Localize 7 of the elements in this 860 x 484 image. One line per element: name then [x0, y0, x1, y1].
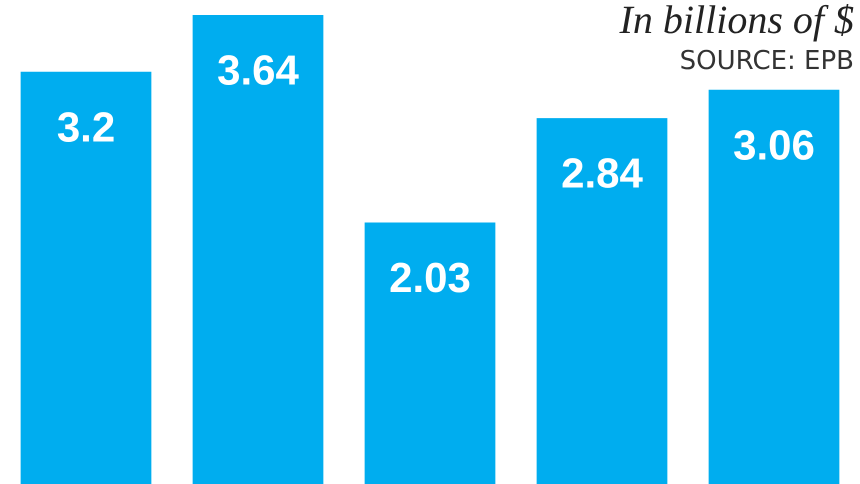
data-label: 2.03 — [389, 254, 471, 302]
data-label: 3.64 — [217, 46, 300, 94]
data-label: 3.06 — [733, 121, 815, 168]
data-label: 2.84 — [561, 150, 644, 197]
annotation: SOURCE: EPB — [680, 46, 854, 76]
chart-title: In billions of $ — [620, 0, 854, 43]
data-label: 3.2 — [56, 103, 116, 150]
